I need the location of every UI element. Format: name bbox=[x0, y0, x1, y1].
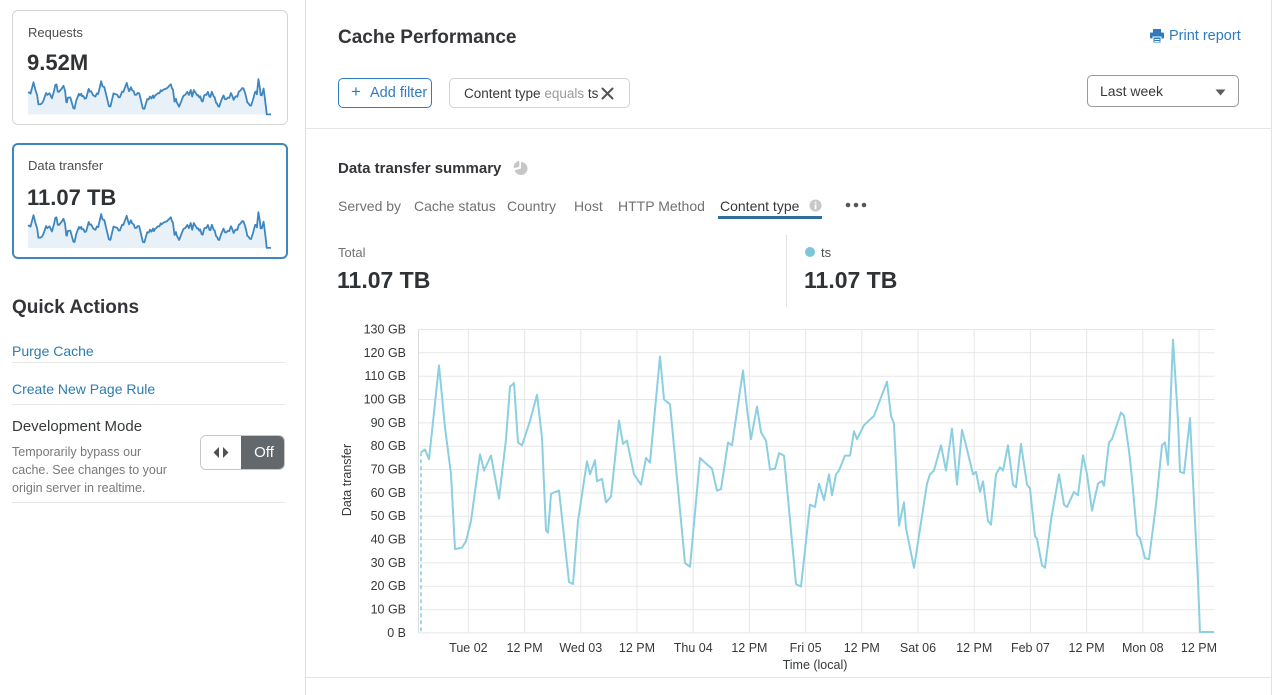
svg-text:12 PM: 12 PM bbox=[731, 641, 767, 655]
svg-text:40 GB: 40 GB bbox=[371, 533, 406, 547]
svg-text:Time (local): Time (local) bbox=[783, 658, 848, 672]
svg-text:Fri 05: Fri 05 bbox=[790, 641, 822, 655]
svg-text:Sat 06: Sat 06 bbox=[900, 641, 936, 655]
svg-text:12 PM: 12 PM bbox=[507, 641, 543, 655]
svg-text:Wed 03: Wed 03 bbox=[559, 641, 602, 655]
svg-text:120 GB: 120 GB bbox=[364, 346, 406, 360]
svg-text:80 GB: 80 GB bbox=[371, 439, 406, 453]
svg-text:Data transfer: Data transfer bbox=[340, 444, 354, 516]
svg-text:Feb 07: Feb 07 bbox=[1011, 641, 1050, 655]
svg-text:50 GB: 50 GB bbox=[371, 509, 406, 523]
svg-text:100 GB: 100 GB bbox=[364, 393, 406, 407]
svg-text:60 GB: 60 GB bbox=[371, 486, 406, 500]
svg-text:Tue 02: Tue 02 bbox=[449, 641, 488, 655]
svg-text:110 GB: 110 GB bbox=[365, 369, 406, 383]
svg-text:12 PM: 12 PM bbox=[619, 641, 655, 655]
svg-text:130 GB: 130 GB bbox=[364, 323, 406, 337]
svg-text:12 PM: 12 PM bbox=[956, 641, 992, 655]
svg-text:10 GB: 10 GB bbox=[371, 603, 406, 617]
svg-text:12 PM: 12 PM bbox=[1181, 641, 1217, 655]
svg-text:0 B: 0 B bbox=[387, 626, 406, 640]
svg-text:90 GB: 90 GB bbox=[371, 416, 406, 430]
svg-text:20 GB: 20 GB bbox=[371, 579, 406, 593]
svg-text:Thu 04: Thu 04 bbox=[674, 641, 713, 655]
svg-text:12 PM: 12 PM bbox=[1069, 641, 1105, 655]
svg-text:70 GB: 70 GB bbox=[371, 463, 406, 477]
svg-text:12 PM: 12 PM bbox=[844, 641, 880, 655]
svg-text:30 GB: 30 GB bbox=[371, 556, 406, 570]
svg-text:Mon 08: Mon 08 bbox=[1122, 641, 1164, 655]
